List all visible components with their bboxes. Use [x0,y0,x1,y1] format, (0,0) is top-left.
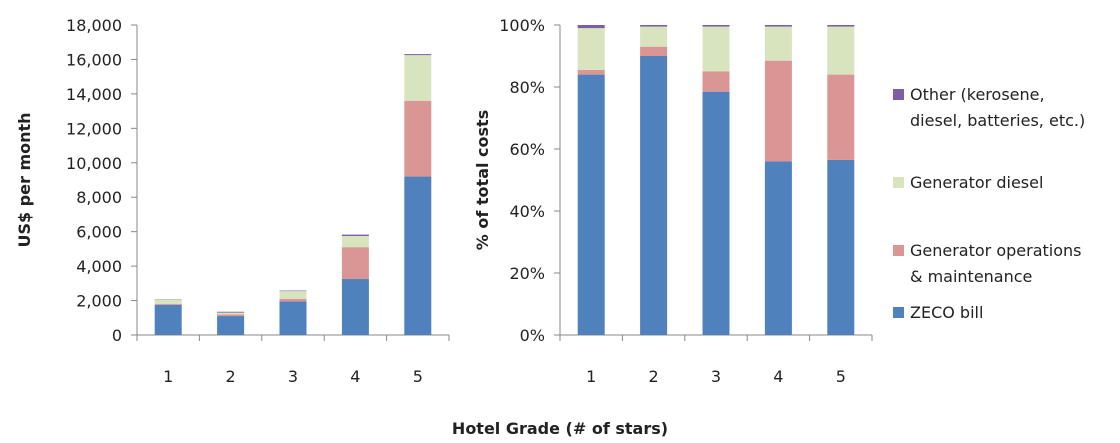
bar-segment [154,299,182,304]
legend-swatch [893,177,904,188]
bar-segment [640,26,668,47]
y-axis-title: US$ per month [15,112,34,247]
legend-label: & maintenance [910,267,1032,286]
bar-segment [702,91,730,336]
y-axis-title: % of total costs [473,110,492,250]
bar-segment [577,28,605,70]
y-tick-label: 80% [509,78,545,97]
y-tick-label: 20% [509,264,545,283]
bar-segment [702,25,730,27]
bar-segment [827,74,855,160]
bar-segment [577,74,605,335]
bar-segment [217,314,245,317]
bar-segment [577,25,605,29]
y-tick-label: 6,000 [76,223,122,242]
x-tick-label: 3 [711,367,721,386]
bar-segment [279,298,307,302]
bar-segment [764,60,792,162]
y-tick-label: 100% [499,16,545,35]
bar-segment [764,161,792,335]
bar-segment [577,69,605,75]
y-tick-label: 16,000 [66,50,122,69]
legend-label: diesel, batteries, etc.) [910,111,1085,130]
bar-segment [341,235,369,248]
bar-segment [702,26,730,72]
y-tick-label: 60% [509,140,545,159]
x-tick-label: 5 [413,367,423,386]
bar-segment [404,54,432,56]
bar-segment [217,312,245,315]
legend-swatch [893,245,904,256]
x-tick-label: 1 [586,367,596,386]
legend-label: ZECO bill [910,303,983,322]
bar-segment [341,234,369,236]
legend: Other (kerosene, diesel, batteries, etc.)… [893,85,1085,322]
bar-segment [217,316,245,335]
bar-segment [154,304,182,305]
bar-segment [404,100,432,177]
x-tick-label: 1 [163,367,173,386]
y-tick-label: 0% [520,326,545,345]
bar-segment [404,176,432,335]
x-tick-label: 4 [350,367,360,386]
y-tick-label: 18,000 [66,16,122,35]
y-tick-label: 40% [509,202,545,221]
y-tick-label: 14,000 [66,85,122,104]
bar-segment [764,26,792,61]
legend-swatch [893,307,904,318]
bar-segment [827,26,855,75]
bar-segment [279,291,307,299]
bar-segment [640,25,668,27]
x-axis-title: Hotel Grade (# of stars) [452,419,668,438]
bar-segment [640,46,668,56]
y-tick-label: 10,000 [66,154,122,173]
bar-segment [827,25,855,27]
legend-label: Generator diesel [910,173,1043,192]
legend-label: Generator operations [910,241,1082,260]
y-tick-label: 0 [112,326,122,345]
bar-segment [702,71,730,92]
left-chart: 0 2,000 4,000 6,000 8,000 10,000 12,000 14,000 1… [15,16,450,386]
bar-segment [341,279,369,335]
bar-segment [279,301,307,335]
bar-segment [404,55,432,101]
x-tick-label: 4 [773,367,783,386]
y-tick-label: 8,000 [76,188,122,207]
y-tick-label: 4,000 [76,257,122,276]
bar-segment [764,25,792,27]
bar-segment [217,311,245,313]
bar-segment [154,304,182,335]
y-tick-label: 12,000 [66,119,122,138]
bar-segment [341,247,369,280]
right-chart: 0% 20% 40% 60% 80% 100% 1 2 3 4 5 % of total costs [473,16,873,386]
x-tick-label: 3 [288,367,298,386]
legend-label: Other (kerosene, [910,85,1045,104]
y-tick-label: 2,000 [76,292,122,311]
x-tick-label: 2 [649,367,659,386]
legend-swatch [893,89,904,100]
bar-segment [827,159,855,335]
x-tick-label: 2 [226,367,236,386]
bar-segment [640,56,668,335]
x-tick-label: 5 [836,367,846,386]
bar-segment [279,290,307,292]
